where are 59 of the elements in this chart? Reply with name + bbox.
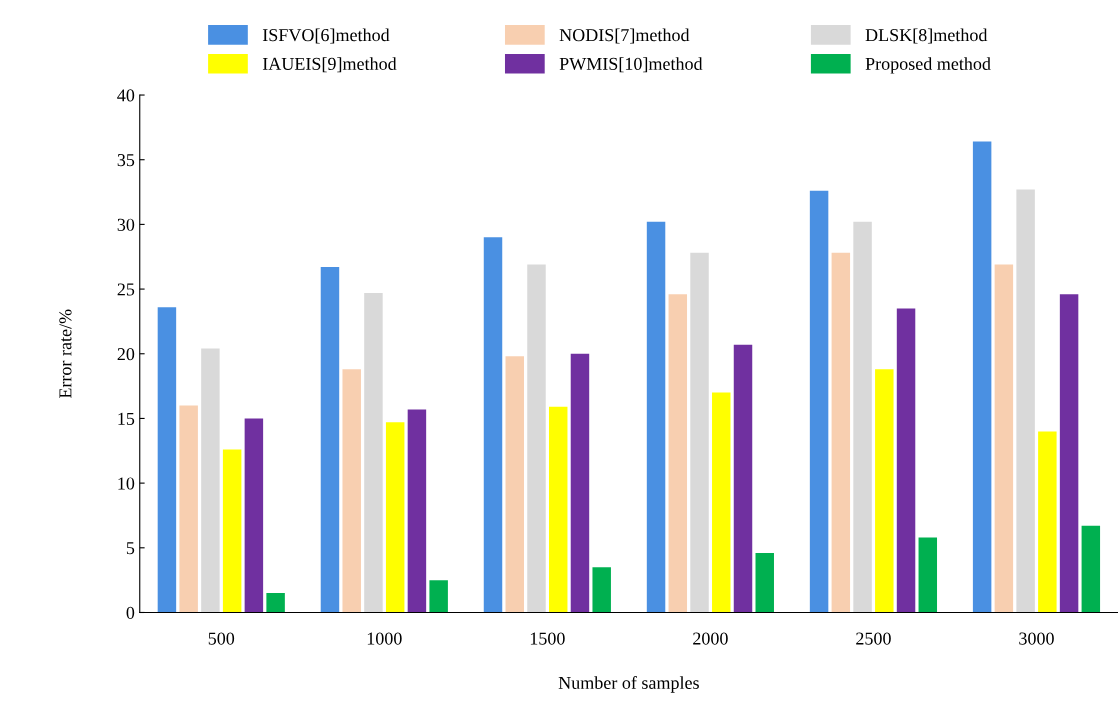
- x-tick-label: 500: [208, 632, 235, 645]
- bar: [1059, 294, 1079, 613]
- y-tick-label: 15: [118, 412, 135, 425]
- x-tick-label: 2500: [856, 632, 891, 645]
- legend-label: IAUEIS[9]method: [262, 57, 397, 73]
- bar: [342, 369, 361, 613]
- bar: [179, 405, 198, 613]
- legend-label: ISFVO[6]method: [262, 28, 390, 44]
- y-axis-title: Error rate/%: [59, 309, 72, 399]
- bar: [1016, 189, 1035, 613]
- bar: [201, 348, 220, 613]
- y-tick-label: 5: [126, 542, 135, 555]
- bar: [733, 344, 753, 613]
- bar: [646, 221, 666, 613]
- legend-label: DLSK[8]method: [865, 28, 988, 44]
- bar: [875, 369, 894, 613]
- bar: [972, 141, 992, 613]
- bar: [527, 264, 546, 613]
- y-tick-label: 25: [117, 283, 135, 296]
- y-tick-label: 0: [126, 606, 135, 619]
- legend-label: Proposed method: [865, 57, 991, 74]
- bar: [994, 264, 1014, 613]
- bar: [809, 190, 829, 613]
- bar: [222, 449, 242, 613]
- bar: [157, 307, 177, 613]
- bar: [896, 308, 916, 613]
- y-tick-label: 30: [117, 218, 135, 231]
- bar: [1038, 431, 1057, 613]
- x-tick-label: 2000: [693, 632, 728, 645]
- bar: [320, 267, 340, 613]
- bar: [429, 580, 448, 613]
- y-tick-label: 40: [117, 89, 135, 102]
- bar: [483, 237, 503, 613]
- bar: [385, 422, 405, 613]
- y-tick-label: 10: [118, 477, 135, 490]
- y-tick-label: 35: [117, 154, 135, 167]
- bar: [364, 292, 383, 613]
- bar: [592, 567, 611, 613]
- x-tick-label: 1000: [367, 632, 402, 645]
- bar: [244, 418, 264, 613]
- y-tick-label: 20: [117, 348, 135, 361]
- bar: [853, 221, 872, 613]
- x-axis-title: Number of samples: [558, 676, 699, 693]
- legend-label: PWMIS[10]method: [559, 57, 703, 73]
- x-tick-label: 1500: [530, 632, 565, 645]
- bar: [831, 252, 851, 613]
- bar: [548, 406, 568, 613]
- bar: [668, 294, 688, 613]
- bar: [505, 356, 524, 613]
- bar: [407, 409, 427, 613]
- bar: [712, 392, 731, 613]
- bar: [1081, 525, 1101, 613]
- bar: [570, 353, 590, 613]
- bar: [266, 593, 285, 613]
- x-tick-label: 3000: [1019, 632, 1054, 645]
- bar: [755, 552, 774, 613]
- legend-label: NODIS[7]method: [559, 28, 690, 44]
- bar: [690, 252, 709, 613]
- bar: [918, 537, 938, 613]
